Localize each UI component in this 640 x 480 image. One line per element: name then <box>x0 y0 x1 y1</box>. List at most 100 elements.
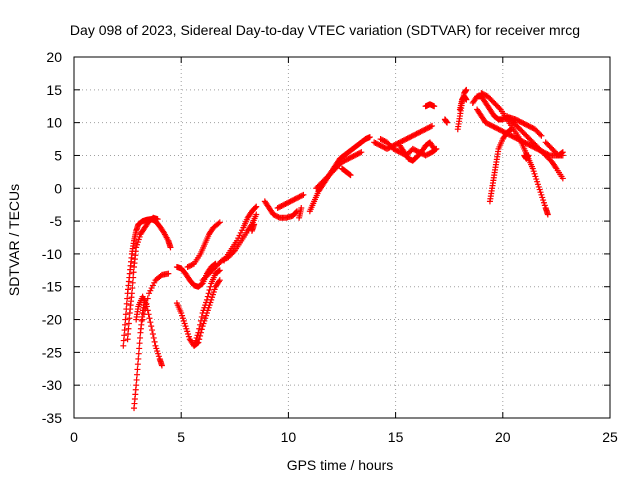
data-point-marker <box>126 315 133 322</box>
data-point-marker <box>140 311 147 318</box>
y-tick-label: 0 <box>54 180 62 196</box>
y-tick-label: 5 <box>54 147 62 163</box>
data-point-marker <box>153 345 160 352</box>
data-point-marker <box>134 371 141 378</box>
data-point-marker <box>534 181 541 188</box>
data-point-marker <box>122 311 129 318</box>
data-point-marker <box>125 330 132 337</box>
data-point-marker <box>202 302 209 309</box>
data-point-marker <box>431 145 438 152</box>
x-tick-label: 15 <box>388 429 404 445</box>
data-point-marker <box>300 191 307 198</box>
data-point-marker <box>202 315 209 322</box>
data-point-marker <box>134 366 141 373</box>
data-point-marker <box>178 309 185 316</box>
data-point-marker <box>535 183 542 190</box>
data-point-marker <box>194 332 201 339</box>
data-point-marker <box>298 204 305 211</box>
data-point-marker <box>154 348 161 355</box>
y-axis-label: SDTVAR / TECUs <box>6 184 22 296</box>
data-point-marker <box>195 329 202 336</box>
data-point-marker <box>209 294 216 301</box>
data-point-marker <box>133 244 140 251</box>
data-point-marker <box>496 105 503 112</box>
data-point-marker <box>558 149 565 156</box>
data-point-marker <box>203 312 210 319</box>
data-point-marker <box>122 321 129 328</box>
x-tick-label: 25 <box>602 429 618 445</box>
data-point-marker <box>215 267 222 274</box>
data-point-marker <box>230 248 237 255</box>
data-point-marker <box>199 309 206 316</box>
data-point-marker <box>253 211 260 218</box>
data-point-marker <box>134 361 141 368</box>
data-point-marker <box>139 316 146 323</box>
data-point-marker <box>148 323 155 330</box>
data-point-marker <box>133 382 140 389</box>
data-point-marker <box>201 304 208 311</box>
data-point-marker <box>152 342 159 349</box>
data-point-marker <box>135 350 142 357</box>
data-point-marker <box>215 220 222 227</box>
data-point-marker <box>136 233 143 240</box>
data-point-marker <box>120 337 127 344</box>
data-point-marker <box>346 171 353 178</box>
data-point-marker <box>167 244 174 251</box>
data-point-marker <box>537 131 544 138</box>
data-point-marker <box>149 330 156 337</box>
data-point-marker <box>192 337 199 344</box>
data-point-marker <box>125 325 132 332</box>
data-point-marker <box>207 283 214 290</box>
data-point-marker <box>180 317 187 324</box>
data-point-marker <box>537 189 544 196</box>
data-point-marker <box>150 334 157 341</box>
data-point-marker <box>149 327 156 334</box>
data-point-marker <box>143 300 150 307</box>
data-point-marker <box>158 362 165 369</box>
data-point-marker <box>236 232 243 239</box>
data-point-marker <box>239 227 246 234</box>
data-point-marker <box>196 325 203 332</box>
data-point-marker <box>185 330 192 337</box>
data-point-marker <box>235 235 242 242</box>
data-point-marker <box>129 279 136 286</box>
y-tick-label: 10 <box>46 115 62 131</box>
data-point-marker <box>427 123 434 130</box>
data-point-marker <box>124 295 131 302</box>
data-point-marker <box>559 149 566 156</box>
data-point-marker <box>252 204 259 211</box>
data-point-marker <box>134 241 141 248</box>
grid-lines <box>74 57 610 418</box>
data-point-marker <box>151 338 158 345</box>
chart-title: Day 098 of 2023, Sidereal Day-to-day VTE… <box>70 22 580 38</box>
data-point-marker <box>147 319 154 326</box>
x-tick-label: 10 <box>281 429 297 445</box>
data-point-marker <box>538 191 545 198</box>
data-point-marker <box>125 320 132 327</box>
x-tick-labels: 0 5 10 15 20 25 <box>70 429 618 445</box>
data-point-marker <box>121 332 128 339</box>
data-point-marker <box>191 340 198 347</box>
data-point-marker <box>429 122 436 129</box>
data-point-marker <box>215 278 222 285</box>
data-point-marker <box>251 221 258 228</box>
data-point-marker <box>200 307 207 314</box>
data-point-marker <box>533 176 540 183</box>
data-point-marker <box>129 285 136 292</box>
data-point-marker <box>198 313 205 320</box>
data-point-marker <box>151 279 158 286</box>
data-point-marker <box>293 208 300 215</box>
data-point-marker <box>203 296 210 303</box>
data-point-marker <box>210 288 217 295</box>
data-point-marker <box>183 325 190 332</box>
y-tick-labels: -35 -30 -25 -20 -15 -10 -5 0 5 10 15 20 <box>42 49 62 426</box>
data-point-marker <box>444 119 451 126</box>
data-point-marker <box>123 300 130 307</box>
x-tick-label: 0 <box>70 429 78 445</box>
data-point-marker <box>525 152 532 159</box>
data-point-marker <box>559 175 566 182</box>
data-point-marker <box>216 219 223 226</box>
data-point-marker <box>536 186 543 193</box>
data-point-marker <box>532 173 539 180</box>
